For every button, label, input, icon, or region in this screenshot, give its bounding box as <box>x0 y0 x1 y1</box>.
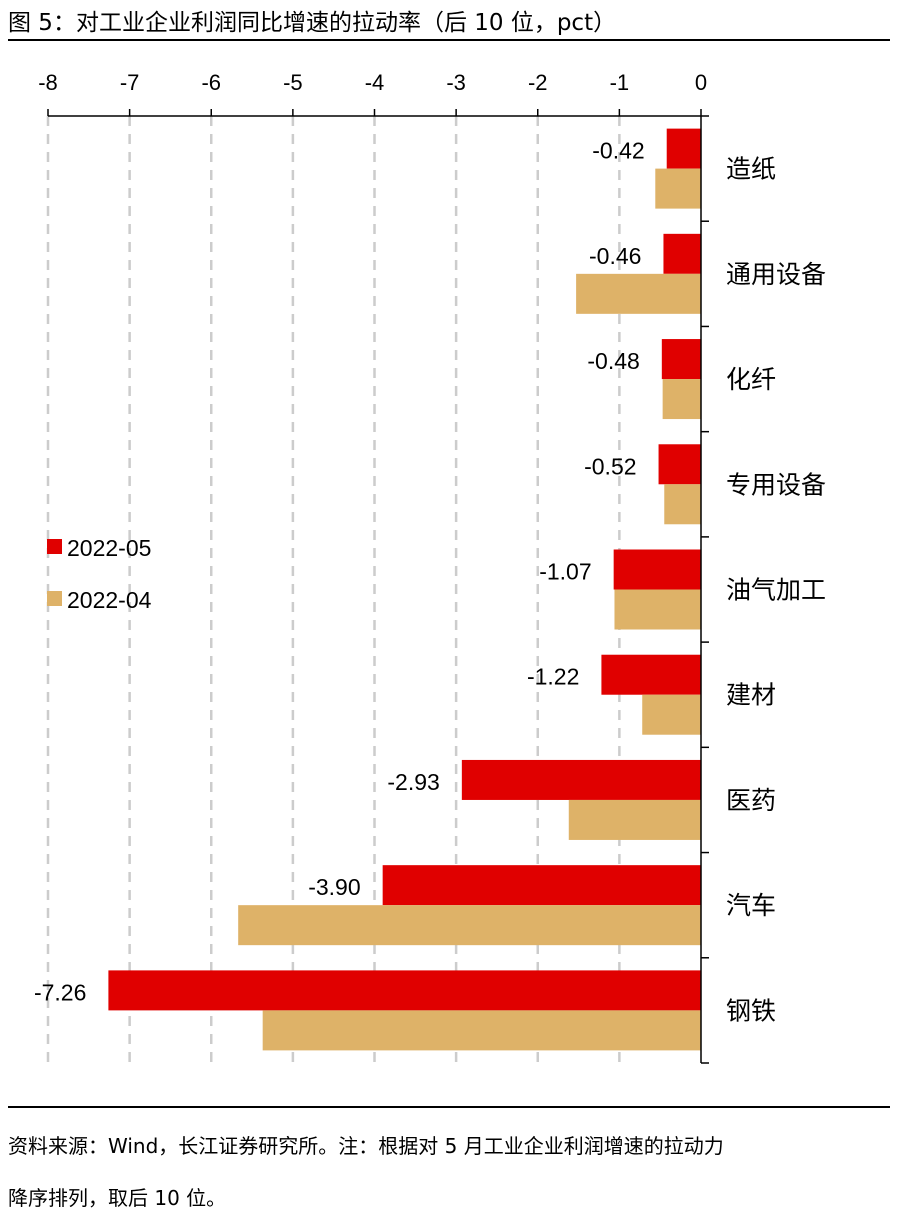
category-label: 油气加工 <box>726 576 826 605</box>
legend: 2022-05 2022-04 <box>47 535 152 613</box>
x-tick-label: -4 <box>365 70 385 95</box>
footer-rule <box>8 1106 890 1108</box>
bars <box>108 128 702 1051</box>
bar-2022-04 <box>662 379 701 420</box>
bar-2022-04 <box>262 1010 701 1051</box>
x-tick-label: -2 <box>528 70 548 95</box>
axes <box>47 109 709 1064</box>
bar-2022-04 <box>664 484 701 525</box>
data-label: -7.26 <box>34 979 86 1005</box>
x-tick-label: 0 <box>695 70 707 95</box>
bar-2022-05 <box>663 233 701 274</box>
category-label: 专用设备 <box>726 470 826 499</box>
category-label: 造纸 <box>726 155 776 184</box>
category-label: 医药 <box>726 786 776 815</box>
bar-2022-05 <box>601 654 701 695</box>
legend-label: 2022-04 <box>67 587 152 613</box>
bar-2022-05 <box>613 549 701 590</box>
source-note-line-1: 资料来源：Wind，长江证券研究所。注：根据对 5 月工业企业利润增速的拉动力 <box>8 1134 724 1158</box>
bar-2022-05 <box>461 759 701 800</box>
category-label: 化纤 <box>726 365 776 394</box>
bar-2022-04 <box>642 694 701 735</box>
figure-title: 图 5：对工业企业利润同比增速的拉动率（后 10 位，pct） <box>8 10 617 36</box>
bar-2022-05 <box>382 865 701 906</box>
title-rule <box>8 39 890 41</box>
source-note-line-2: 降序排列，取后 10 位。 <box>8 1186 227 1210</box>
data-label: -0.52 <box>584 453 636 479</box>
category-label: 建材 <box>726 681 776 710</box>
data-label: -0.42 <box>592 138 644 164</box>
data-label: -0.46 <box>589 243 641 269</box>
legend-swatch <box>47 539 62 554</box>
data-label: -1.07 <box>539 559 591 585</box>
data-label: -2.93 <box>387 769 439 795</box>
legend-swatch <box>47 591 62 606</box>
bar-2022-04 <box>568 799 701 840</box>
x-tick-label: -1 <box>610 70 630 95</box>
category-label: 汽车 <box>726 891 776 920</box>
bar-2022-05 <box>658 444 701 485</box>
legend-label: 2022-05 <box>67 535 151 561</box>
bar-2022-05 <box>661 339 701 380</box>
bar-2022-05 <box>666 128 701 169</box>
bar-chart: -8 -7 -6 -5 -4 -3 -2 -1 0 -0.42 造纸 -0.46 通用设备 -0.48 化纤… <box>34 70 826 1064</box>
category-label: 钢铁 <box>726 996 776 1025</box>
x-tick-label: -6 <box>201 70 221 95</box>
bar-2022-05 <box>108 970 702 1011</box>
x-tick-label: -5 <box>283 70 303 95</box>
data-label: -3.90 <box>308 874 360 900</box>
bar-2022-04 <box>614 589 701 630</box>
x-tick-label: -3 <box>446 70 466 95</box>
bar-2022-04 <box>576 273 701 314</box>
data-label: -0.48 <box>587 348 639 374</box>
data-label: -1.22 <box>527 664 579 690</box>
x-tick-label: -8 <box>38 70 58 95</box>
bar-2022-04 <box>655 168 701 209</box>
bar-2022-04 <box>238 905 701 946</box>
labels: -8 -7 -6 -5 -4 -3 -2 -1 0 -0.42 造纸 -0.46 通用设备 -0.48 化纤… <box>34 70 826 1025</box>
category-label: 通用设备 <box>726 260 826 289</box>
x-tick-label: -7 <box>120 70 140 95</box>
